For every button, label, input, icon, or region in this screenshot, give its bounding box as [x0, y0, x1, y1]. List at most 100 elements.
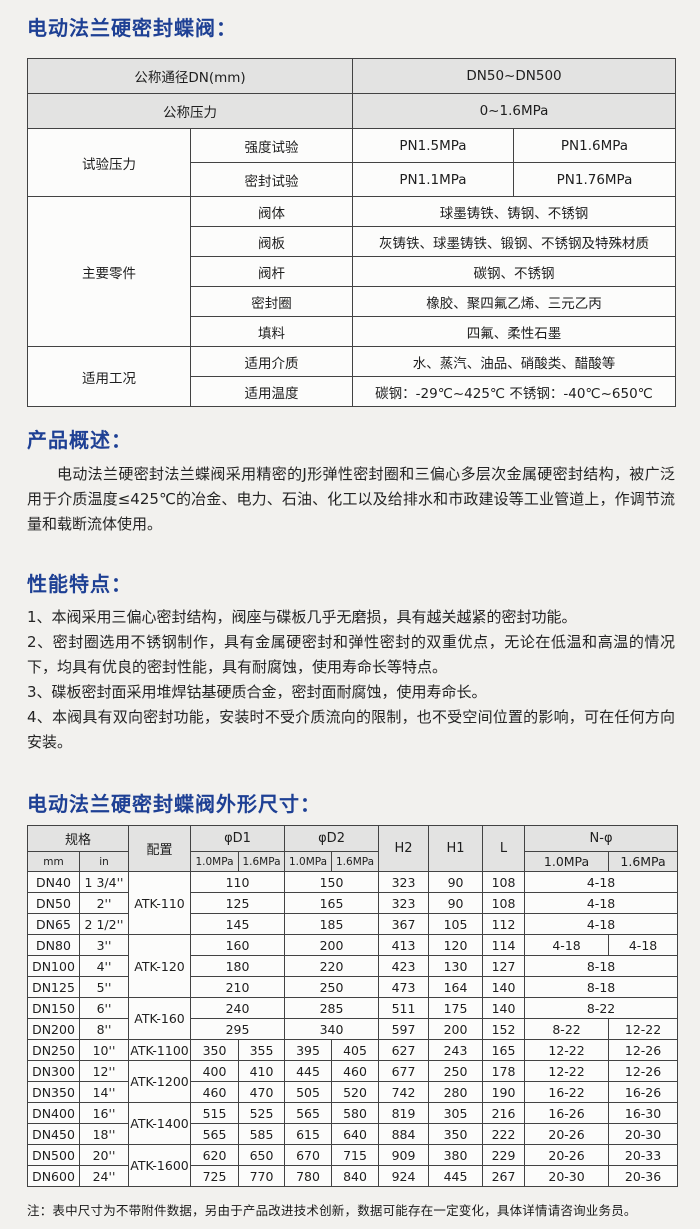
dims-cell: DN500: [27, 1144, 80, 1166]
dims-cell: 1 3/4'': [78, 871, 130, 893]
spec-cell: 碳钢、不锈钢: [352, 256, 676, 287]
spec-cell: PN1.1MPa: [352, 162, 514, 197]
dims-cell: 525: [238, 1102, 286, 1124]
dims-cell: 4-18: [608, 934, 679, 956]
dims-cell: 400: [190, 1060, 240, 1082]
dims-cell: 5'': [78, 976, 130, 998]
dims-cell: 780: [284, 1165, 333, 1187]
dims-cell: 565: [190, 1123, 240, 1145]
dims-cell: 367: [378, 913, 430, 935]
dims-cell: 470: [238, 1081, 286, 1103]
dims-cell: 340: [284, 1018, 380, 1040]
dims-cell: 627: [378, 1039, 430, 1061]
overview-title: 产品概述：: [27, 428, 132, 452]
table-row: DN150 6'' ATK-160 240 285 511 175 140 8-22: [27, 997, 679, 1040]
spec-cell: 适用介质: [190, 346, 353, 377]
dims-cell: 770: [238, 1165, 286, 1187]
dims-cell: 650: [238, 1144, 286, 1166]
dims-cell: DN450: [27, 1123, 80, 1145]
dims-cell: 405: [331, 1039, 380, 1061]
dims-cell: 229: [482, 1144, 526, 1166]
table-row: DN125 5'' 210 250 473 164 140 8-18: [27, 976, 679, 998]
dims-cell: 4-18: [524, 871, 679, 893]
spec-cell: 水、蒸汽、油品、硝酸类、醋酸等: [352, 346, 676, 377]
dims-cell: 20-26: [524, 1144, 610, 1166]
dimensions-table: 规格 配置 φD1 φD2 H2 H1 L N-φ mm in 1.0MPa 1.6MPa 1.0MPa…: [26, 825, 679, 1187]
dims-cell: 640: [331, 1123, 380, 1145]
table-row: 公称压力 0~1.6MPa: [27, 93, 676, 129]
dims-cell: 520: [331, 1081, 380, 1103]
dims-cell: 165: [482, 1039, 526, 1061]
dims-cell: 24'': [78, 1165, 130, 1187]
spec-cell: 阀杆: [190, 256, 353, 287]
dims-cell: 12-26: [608, 1060, 679, 1082]
dims-cell: 840: [331, 1165, 380, 1187]
dims-cell: 120: [428, 934, 484, 956]
dims-cell: DN80: [27, 934, 80, 956]
dims-cell: 742: [378, 1081, 430, 1103]
table-row: 试验压力 强度试验 PN1.5MPa PN1.6MPa: [27, 128, 676, 197]
dims-cell: DN300: [27, 1060, 80, 1082]
dims-cell: ATK-1200: [128, 1060, 192, 1103]
dims-cell: 280: [428, 1081, 484, 1103]
dims-cell: 355: [238, 1039, 286, 1061]
spec-cell: 强度试验: [190, 128, 353, 163]
dims-cell: 130: [428, 955, 484, 977]
overview-paragraph: 电动法兰硬密封法兰蝶阀采用精密的J形弹性密封圈和三偏心多层次金属硬密封结构，被广…: [27, 465, 675, 533]
dims-cell: 305: [428, 1102, 484, 1124]
dims-cell: 380: [428, 1144, 484, 1166]
dims-table-body: 规格 配置 φD1 φD2 H2 H1 L N-φ mm in 1.0MPa 1.6MPa 1.0MPa…: [26, 825, 679, 1187]
dims-cell: 16-26: [608, 1081, 679, 1103]
dims-cell: 90: [428, 871, 484, 893]
spec-cell: 灰铸铁、球墨铸铁、锻钢、不锈钢及特殊材质: [352, 226, 676, 257]
dims-cell: in: [78, 851, 130, 872]
dims-cell: DN100: [27, 955, 80, 977]
dims-cell: 924: [378, 1165, 430, 1187]
dims-cell: 20-30: [608, 1123, 679, 1145]
dims-cell: 164: [428, 976, 484, 998]
dims-cell: 250: [284, 976, 380, 998]
dims-cell: 240: [190, 997, 286, 1019]
table-row: DN40 1 3/4'' ATK-110 110 150 323 90 108 4-18: [27, 871, 679, 935]
dims-cell: 323: [378, 871, 430, 893]
spec-cell: 密封试验: [190, 162, 353, 197]
spec-cell: 适用温度: [190, 376, 353, 407]
dims-cell: ATK-1400: [128, 1102, 192, 1145]
spec-cell: PN1.76MPa: [513, 162, 676, 197]
dims-cell: 12-22: [608, 1018, 679, 1040]
dims-cell: DN150: [27, 997, 80, 1019]
spec-cell: 公称压力: [27, 93, 353, 129]
table-row: 阀板 灰铸铁、球墨铸铁、锻钢、不锈钢及特殊材质: [28, 226, 676, 257]
dims-cell: 243: [428, 1039, 484, 1061]
dims-cell: 16-30: [608, 1102, 679, 1124]
dims-cell: 1.6MPa: [238, 851, 286, 872]
dims-cell: 615: [284, 1123, 333, 1145]
dims-cell: 125: [190, 892, 286, 914]
dims-cell: 295: [190, 1018, 286, 1040]
dims-cell: ATK-120: [128, 934, 192, 998]
table-row: DN300 12'' ATK-1200 400 410 445 460 677 250 178 12…: [27, 1060, 679, 1103]
table-row: DN500 20'' ATK-1600 620 650 670 715 909 380 229 20…: [27, 1144, 679, 1187]
dims-cell: 3'': [78, 934, 130, 956]
dims-cell: 819: [378, 1102, 430, 1124]
table-row: 填料 四氟、柔性石墨: [28, 316, 676, 347]
dims-cell: 350: [428, 1123, 484, 1145]
dims-cell: 1.6MPa: [331, 851, 380, 872]
feature-item-3: 3、碟板密封面采用堆焊钴基硬质合金，密封面耐腐蚀，使用寿命长。: [27, 683, 487, 701]
table-row: DN350 14'' 460 470 505 520 742 280 190 16-22 16-26: [27, 1081, 679, 1103]
table-row: 适用工况 适用介质 水、蒸汽、油品、硝酸类、醋酸等: [27, 346, 676, 407]
dims-cell: 8'': [78, 1018, 130, 1040]
spec-cell: 阀体: [190, 196, 353, 227]
dims-cell: 8-18: [524, 955, 679, 977]
dims-cell: 505: [284, 1081, 333, 1103]
dims-cell: 725: [190, 1165, 240, 1187]
dims-cell: 445: [284, 1060, 333, 1082]
dims-cell: 12-22: [524, 1039, 610, 1061]
dimensions-title: 电动法兰硬密封蝶阀外形尺寸：: [27, 792, 321, 816]
table-row: DN400 16'' ATK-1400 515 525 565 580 819 305 216 16…: [27, 1102, 679, 1145]
dims-cell: 10'': [78, 1039, 130, 1061]
dims-cell: 178: [482, 1060, 526, 1082]
spec-cell: 阀板: [190, 226, 353, 257]
dims-cell: 413: [378, 934, 430, 956]
